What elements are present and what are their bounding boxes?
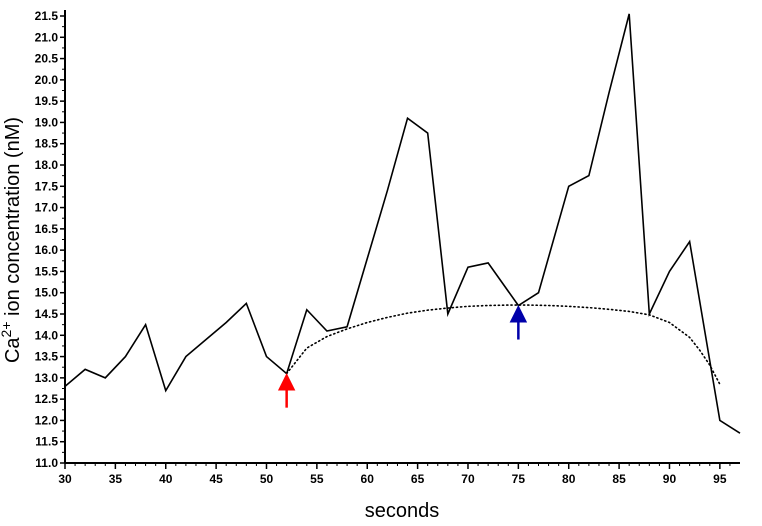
y-tick-label: 11.0 bbox=[35, 456, 58, 470]
x-tick-label: 70 bbox=[461, 472, 475, 486]
y-tick-label: 19.0 bbox=[35, 115, 59, 129]
x-axis-title: seconds bbox=[365, 500, 440, 522]
x-tick-label: 30 bbox=[58, 472, 72, 486]
y-axis-title: Ca2+ ion concentration (nM) bbox=[0, 117, 24, 363]
y-axis: 11.0 11.5 12.0 12.5 13.0 13.5 14.0 14.5 15.0 15.5… bbox=[35, 9, 66, 470]
y-tick-label: 13.5 bbox=[35, 350, 59, 364]
y-tick-label: 20.0 bbox=[35, 73, 59, 87]
y-tick-label: 17.0 bbox=[35, 201, 59, 215]
y-tick-label: 13.0 bbox=[35, 371, 59, 385]
y-tick-label: 14.5 bbox=[35, 307, 59, 321]
y-tick-label: 15.0 bbox=[35, 286, 59, 300]
y-tick-label: 11.5 bbox=[35, 435, 58, 449]
y-tick-label: 14.0 bbox=[35, 328, 59, 342]
x-tick-label: 55 bbox=[310, 472, 324, 486]
x-tick-label: 50 bbox=[260, 472, 274, 486]
series-layer bbox=[64, 13, 741, 434]
baseline-dotted-line bbox=[285, 304, 721, 386]
x-axis: 30 35 40 45 50 55 60 65 70 75 80 85 90 95 bbox=[58, 462, 740, 486]
y-tick-label: 20.5 bbox=[35, 52, 59, 66]
y-tick-label: 18.0 bbox=[35, 158, 59, 172]
y-tick-label: 16.5 bbox=[35, 222, 59, 236]
y-tick-label: 12.0 bbox=[35, 413, 59, 427]
y-tick-label: 18.5 bbox=[35, 137, 59, 151]
y-tick-label: 15.5 bbox=[35, 264, 59, 278]
y-tick-label: 12.5 bbox=[35, 392, 59, 406]
x-tick-label: 65 bbox=[411, 472, 425, 486]
calcium-trace-line bbox=[64, 13, 741, 434]
x-tick-label: 80 bbox=[562, 472, 576, 486]
annotation-layer bbox=[277, 304, 528, 408]
y-tick-label: 21.0 bbox=[35, 30, 59, 44]
y-tick-label: 16.0 bbox=[35, 243, 59, 257]
x-tick-label: 75 bbox=[512, 472, 526, 486]
x-tick-label: 90 bbox=[663, 472, 677, 486]
x-tick-label: 85 bbox=[612, 472, 626, 486]
x-tick-label: 60 bbox=[361, 472, 375, 486]
x-tick-label: 45 bbox=[209, 472, 223, 486]
x-tick-label: 95 bbox=[713, 472, 727, 486]
y-tick-label: 17.5 bbox=[35, 179, 59, 193]
y-tick-label: 21.5 bbox=[35, 9, 59, 23]
x-tick-label: 35 bbox=[109, 472, 123, 486]
x-tick-label: 40 bbox=[159, 472, 173, 486]
y-tick-label: 19.5 bbox=[35, 94, 59, 108]
